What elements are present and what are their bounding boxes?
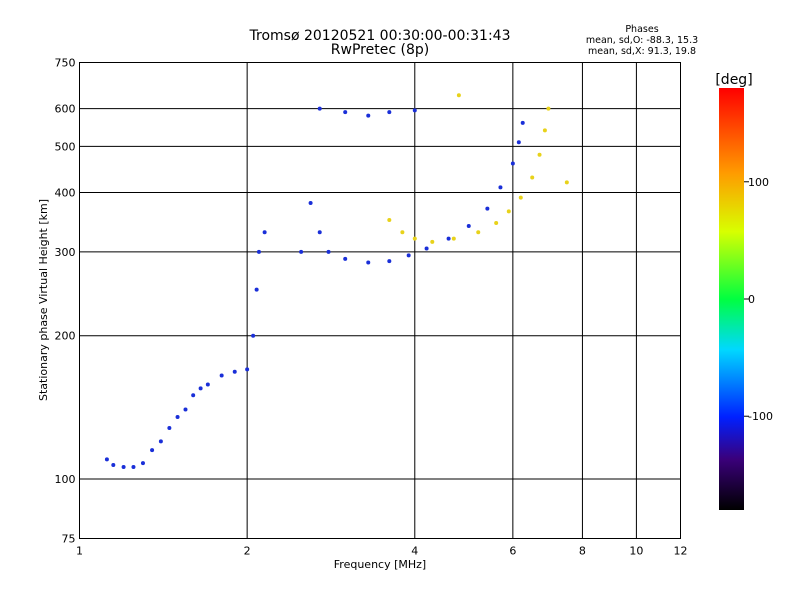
x-tick-label: 10	[629, 545, 643, 558]
y-tick-label: 200	[55, 330, 76, 343]
o-mode-point	[343, 110, 348, 115]
colorbar	[719, 88, 744, 510]
o-mode-point	[406, 253, 411, 258]
o-mode-point	[245, 367, 250, 372]
o-mode-point	[140, 461, 145, 466]
colorbar-ticks: 100 0 -100	[744, 176, 773, 423]
plot-frame	[79, 62, 681, 539]
o-mode-point	[326, 249, 331, 254]
o-mode-point	[256, 249, 261, 254]
o-mode-point	[424, 246, 429, 251]
x-mode-point	[494, 221, 499, 226]
o-mode-point	[131, 464, 136, 469]
x-mode-point	[564, 180, 569, 185]
stats-line-o: mean, sd,O: -88.3, 15.3	[586, 35, 698, 46]
x-mode-point	[430, 239, 435, 244]
x-mode-point	[400, 230, 405, 235]
o-mode-point	[254, 287, 259, 292]
o-mode-point	[387, 110, 392, 115]
o-mode-point	[111, 463, 116, 468]
x-mode-point	[530, 175, 535, 180]
o-mode-point	[516, 140, 521, 145]
y-tick-label: 100	[55, 473, 76, 486]
o-mode-point	[366, 113, 371, 118]
o-mode-point	[251, 333, 256, 338]
chart-subtitle: RwPretec (8p)	[331, 42, 429, 58]
o-mode-point	[510, 161, 515, 166]
x-mode-point	[412, 236, 417, 241]
o-mode-point	[262, 230, 267, 235]
x-mode-point	[546, 106, 551, 111]
data-points	[104, 93, 569, 469]
o-mode-point	[167, 425, 172, 430]
o-mode-point	[183, 407, 188, 412]
x-mode-point	[518, 195, 523, 200]
o-mode-point	[317, 106, 322, 111]
x-tick-label: 1	[76, 545, 83, 558]
x-mode-point	[387, 218, 392, 223]
o-mode-point	[219, 373, 224, 378]
o-mode-point	[158, 439, 163, 444]
o-mode-point	[299, 249, 304, 254]
x-tick-label: 6	[509, 545, 516, 558]
x-tick-label: 12	[674, 545, 688, 558]
x-tick-label: 4	[411, 545, 418, 558]
y-tick-label: 400	[55, 186, 76, 199]
y-tick-label: 500	[55, 140, 76, 153]
stats-line-x: mean, sd,X: 91.3, 19.8	[588, 46, 696, 57]
o-mode-point	[104, 457, 109, 462]
o-mode-point	[520, 120, 525, 125]
o-mode-point	[150, 448, 155, 453]
y-axis-label: Stationary phase Virtual Height [km]	[37, 199, 50, 401]
y-tick-label: 750	[55, 57, 76, 70]
colorbar-label: [deg]	[715, 72, 752, 88]
y-tick-label: 300	[55, 246, 76, 259]
plot-border	[79, 62, 681, 539]
grid-lines	[79, 62, 681, 539]
x-axis-label: Frequency [MHz]	[334, 558, 426, 571]
o-mode-point	[366, 260, 371, 265]
colorbar-tick-label: 100	[748, 176, 769, 189]
x-tick-label: 2	[244, 545, 251, 558]
o-mode-point	[121, 464, 126, 469]
y-tick-label: 600	[55, 103, 76, 116]
o-mode-point	[343, 256, 348, 261]
o-mode-point	[498, 185, 503, 190]
o-mode-point	[446, 236, 451, 241]
x-tick-label: 8	[579, 545, 586, 558]
o-mode-point	[412, 108, 417, 113]
colorbar-tick-label: -100	[748, 410, 773, 423]
o-mode-point	[232, 369, 237, 374]
x-mode-point	[476, 230, 481, 235]
y-tick-label: 75	[62, 533, 76, 546]
x-mode-point	[451, 236, 456, 241]
o-mode-point	[205, 382, 210, 387]
o-mode-point	[317, 230, 322, 235]
chart-title: Tromsø 20120521 00:30:00-00:31:43	[249, 28, 511, 44]
x-mode-point	[456, 93, 461, 98]
o-mode-point	[308, 201, 313, 206]
o-mode-point	[175, 414, 180, 419]
o-mode-point	[485, 206, 490, 211]
colorbar-tick-label: 0	[748, 293, 755, 306]
x-mode-point	[506, 209, 511, 214]
x-mode-point	[537, 152, 542, 157]
x-mode-point	[542, 128, 547, 133]
stats-title: Phases	[625, 24, 658, 35]
o-mode-point	[387, 259, 392, 264]
o-mode-point	[198, 386, 203, 391]
o-mode-point	[191, 393, 196, 398]
o-mode-point	[466, 224, 471, 229]
